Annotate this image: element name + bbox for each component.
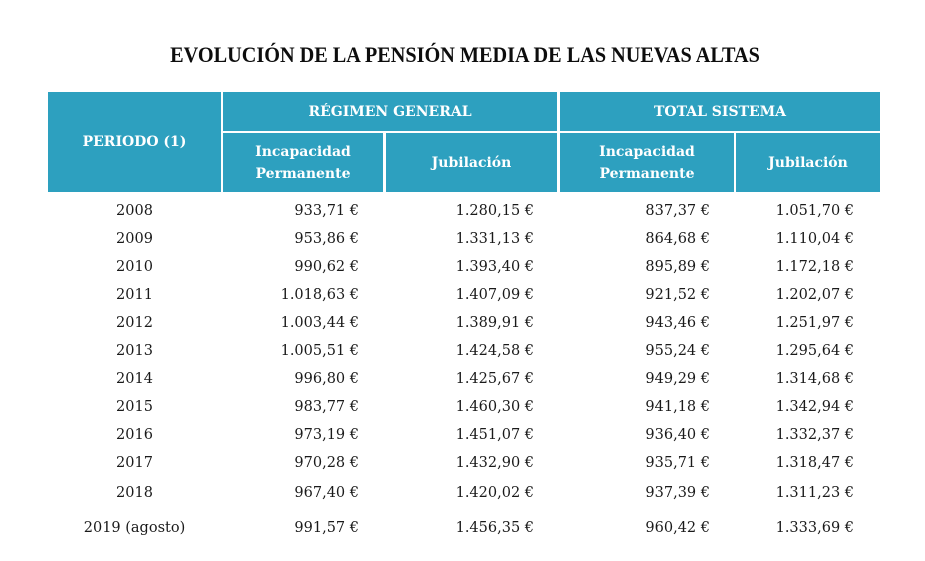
cell-ts-incapacidad: 941,18 € [645,399,710,415]
cell-rg-jubilacion: 1.424,58 € [455,343,534,359]
header-regimen-general: RÉGIMEN GENERAL [223,92,557,131]
header-rg-jubilacion-label: Jubilación [431,154,512,171]
cell-ts-incapacidad: 936,40 € [645,427,710,443]
cell-ts-jubilacion: 1.051,70 € [775,203,854,219]
table-row: 2019 (agosto) 991,57 € 1.456,35 € 960,42… [48,517,880,539]
table-row: 2008 933,71 € 1.280,15 € 837,37 € 1.051,… [48,200,880,222]
cell-ts-incapacidad: 921,52 € [645,287,710,303]
header-total-sistema-label: TOTAL SISTEMA [653,103,787,120]
cell-periodo: 2010 [116,259,153,275]
header-ts-incapacidad-line2: Permanente [599,165,695,182]
cell-rg-jubilacion: 1.407,09 € [455,287,534,303]
table-row: 2018 967,40 € 1.420,02 € 937,39 € 1.311,… [48,482,880,504]
header-rg-incapacidad-line2: Permanente [255,165,351,182]
header-periodo-label: PERIODO (1) [82,134,187,150]
table-row: 2017 970,28 € 1.432,90 € 935,71 € 1.318,… [48,452,880,474]
cell-ts-incapacidad: 937,39 € [645,485,710,501]
header-ts-jubilacion: Jubilación [736,133,880,192]
header-periodo: PERIODO (1) [48,92,221,192]
cell-periodo: 2015 [116,399,153,415]
cell-ts-jubilacion: 1.318,47 € [775,455,854,471]
cell-ts-jubilacion: 1.251,97 € [775,315,854,331]
cell-ts-jubilacion: 1.332,37 € [775,427,854,443]
cell-periodo: 2008 [116,203,153,219]
cell-periodo: 2014 [116,371,153,387]
table-row: 2011 1.018,63 € 1.407,09 € 921,52 € 1.20… [48,284,880,306]
header-ts-incapacidad-line1: Incapacidad [599,143,695,160]
table-row: 2010 990,62 € 1.393,40 € 895,89 € 1.172,… [48,256,880,278]
cell-rg-incapacidad: 933,71 € [294,203,359,219]
cell-rg-incapacidad: 970,28 € [294,455,359,471]
cell-periodo: 2009 [116,231,153,247]
header-rg-incapacidad-permanente: Incapacidad Permanente [223,133,383,192]
cell-rg-incapacidad: 1.018,63 € [280,287,359,303]
cell-ts-jubilacion: 1.311,23 € [775,485,854,501]
cell-ts-incapacidad: 895,89 € [645,259,710,275]
cell-ts-incapacidad: 943,46 € [645,315,710,331]
cell-rg-jubilacion: 1.393,40 € [455,259,534,275]
header-rg-jubilacion: Jubilación [386,133,557,192]
cell-rg-jubilacion: 1.451,07 € [455,427,534,443]
cell-periodo: 2017 [116,455,153,471]
table-row: 2013 1.005,51 € 1.424,58 € 955,24 € 1.29… [48,340,880,362]
cell-rg-jubilacion: 1.432,90 € [455,455,534,471]
cell-rg-incapacidad: 973,19 € [294,427,359,443]
cell-ts-jubilacion: 1.172,18 € [775,259,854,275]
cell-periodo: 2011 [116,287,153,303]
cell-periodo: 2013 [116,343,153,359]
cell-rg-incapacidad: 1.005,51 € [280,343,359,359]
cell-rg-incapacidad: 1.003,44 € [280,315,359,331]
cell-rg-incapacidad: 953,86 € [294,231,359,247]
cell-rg-incapacidad: 967,40 € [294,485,359,501]
header-ts-incapacidad-permanente: Incapacidad Permanente [560,133,734,192]
cell-ts-incapacidad: 864,68 € [645,231,710,247]
cell-rg-jubilacion: 1.331,13 € [455,231,534,247]
cell-ts-jubilacion: 1.333,69 € [775,520,854,536]
header-regimen-general-label: RÉGIMEN GENERAL [308,103,472,120]
cell-ts-jubilacion: 1.110,04 € [775,231,854,247]
cell-rg-incapacidad: 983,77 € [294,399,359,415]
cell-rg-incapacidad: 991,57 € [294,520,359,536]
cell-ts-jubilacion: 1.342,94 € [775,399,854,415]
cell-ts-jubilacion: 1.314,68 € [775,371,854,387]
table-row: 2012 1.003,44 € 1.389,91 € 943,46 € 1.25… [48,312,880,334]
cell-periodo: 2016 [116,427,153,443]
cell-rg-jubilacion: 1.425,67 € [455,371,534,387]
cell-ts-incapacidad: 837,37 € [645,203,710,219]
cell-periodo: 2018 [116,485,153,501]
table-row: 2014 996,80 € 1.425,67 € 949,29 € 1.314,… [48,368,880,390]
cell-rg-jubilacion: 1.420,02 € [455,485,534,501]
cell-ts-incapacidad: 955,24 € [645,343,710,359]
table-row: 2015 983,77 € 1.460,30 € 941,18 € 1.342,… [48,396,880,418]
cell-rg-jubilacion: 1.460,30 € [455,399,534,415]
header-total-sistema: TOTAL SISTEMA [560,92,880,131]
cell-rg-jubilacion: 1.389,91 € [455,315,534,331]
table-row: 2009 953,86 € 1.331,13 € 864,68 € 1.110,… [48,228,880,250]
table-row: 2016 973,19 € 1.451,07 € 936,40 € 1.332,… [48,424,880,446]
cell-rg-jubilacion: 1.456,35 € [455,520,534,536]
cell-ts-incapacidad: 935,71 € [645,455,710,471]
cell-periodo: 2012 [116,315,153,331]
cell-ts-incapacidad: 960,42 € [645,520,710,536]
cell-rg-jubilacion: 1.280,15 € [455,203,534,219]
cell-ts-jubilacion: 1.295,64 € [775,343,854,359]
cell-ts-incapacidad: 949,29 € [645,371,710,387]
header-ts-jubilacion-label: Jubilación [768,154,848,171]
cell-periodo: 2019 (agosto) [83,520,186,536]
cell-rg-incapacidad: 990,62 € [294,259,359,275]
cell-rg-incapacidad: 996,80 € [294,371,359,387]
page-title: EVOLUCIÓN DE LA PENSIÓN MEDIA DE LAS NUE… [170,42,760,67]
header-rg-incapacidad-line1: Incapacidad [255,143,351,160]
cell-ts-jubilacion: 1.202,07 € [775,287,854,303]
